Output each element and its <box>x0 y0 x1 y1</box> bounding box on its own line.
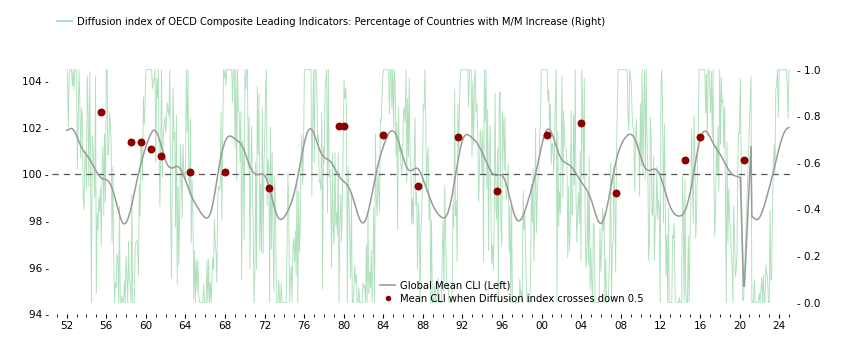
Point <box>124 139 138 145</box>
Point <box>376 132 390 138</box>
Point <box>539 132 553 138</box>
Point <box>411 183 425 189</box>
Point <box>332 123 346 129</box>
Point <box>134 139 148 145</box>
Point <box>490 188 504 193</box>
Point <box>262 186 276 191</box>
Legend: Global Mean CLI (Left), Mean CLI when Diffusion index crosses down 0.5: Global Mean CLI (Left), Mean CLI when Di… <box>380 281 644 304</box>
Point <box>609 190 623 196</box>
Point <box>738 158 752 164</box>
Point <box>144 146 158 152</box>
Point <box>154 153 167 159</box>
Point <box>450 134 464 140</box>
Point <box>218 169 232 175</box>
Point <box>693 134 707 140</box>
Point <box>184 169 198 175</box>
Point <box>678 158 692 164</box>
Point <box>337 123 350 129</box>
Point <box>94 109 108 115</box>
Point <box>574 120 588 126</box>
